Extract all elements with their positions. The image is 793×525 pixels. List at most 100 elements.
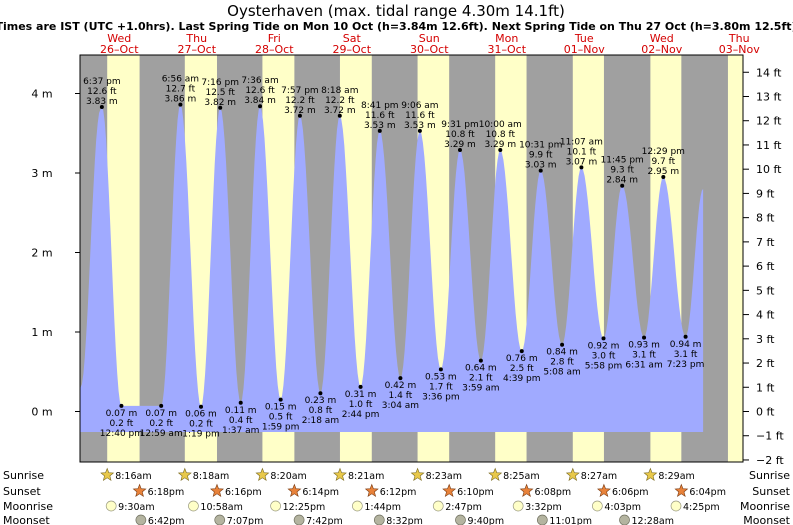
high-tide-m: 3.82 m (204, 98, 236, 108)
moonset-icon (214, 514, 226, 525)
moonrise-time: 4:25pm (683, 502, 720, 513)
tide-area (80, 104, 704, 432)
row-label-right: Sunset (752, 485, 790, 498)
low-tide-point (278, 397, 283, 402)
low-tide-point (119, 403, 124, 408)
day-dow-label: Wed (107, 32, 131, 45)
right-tick-label: −1 ft (756, 430, 784, 443)
sunrise-star-icon (255, 467, 270, 481)
low-tide-time: 4:39 pm (503, 374, 541, 384)
sunrise-star-icon (488, 467, 503, 481)
right-tick-label: 4 ft (756, 309, 775, 322)
row-label-left: Sunrise (3, 469, 44, 482)
day-date-label: 31–Oct (487, 43, 526, 56)
low-tide-m: 0.53 m (425, 372, 457, 382)
high-tide-point (579, 165, 584, 170)
sunrise-time: 8:21am (348, 471, 384, 482)
left-tick-label: 4 m (31, 88, 52, 101)
sunrise-star-icon (100, 467, 115, 481)
row-label-right: Sunrise (749, 469, 790, 482)
moonset-time: 7:42pm (306, 516, 343, 525)
low-tide-m: 0.93 m (628, 341, 660, 351)
low-tide-m: 0.76 m (506, 354, 538, 364)
sunset-time: 6:04pm (689, 487, 726, 498)
moonrise-icon (188, 500, 199, 512)
low-tide-point (642, 335, 647, 340)
moonset-icon (619, 514, 630, 525)
sunset-star-icon (442, 483, 457, 497)
low-tide-ft: 0.8 ft (309, 406, 333, 416)
high-tide-ft: 11.6 ft (405, 111, 435, 121)
day-date-label: 30–Oct (410, 43, 449, 56)
sunset-time: 6:16pm (225, 487, 262, 498)
high-tide-ft: 12.6 ft (245, 86, 275, 96)
right-tick-label: 2 ft (756, 357, 775, 370)
sunset-time: 6:14pm (302, 487, 339, 498)
low-tide-ft: 0.2 ft (110, 419, 134, 429)
chart-title: Oysterhaven (max. tidal range 4.30m 14.1… (227, 2, 565, 20)
sunrise-time: 8:25am (503, 471, 539, 482)
moonrise-time: 12:25pm (283, 502, 326, 513)
day-dow-label: Tue (574, 32, 594, 45)
low-tide-point (438, 367, 443, 372)
high-tide-m: 3.03 m (525, 161, 557, 171)
low-tide-ft: 0.2 ft (149, 419, 173, 429)
moonset-time: 12:28am (632, 516, 674, 525)
sunrise-time: 8:18am (193, 471, 229, 482)
left-axis: 0 m 1 m 2 m 3 m 4 m (31, 88, 80, 419)
day-date-label: 29–Oct (332, 43, 371, 56)
sunrise-star-icon (333, 467, 347, 481)
moonrise-time: 1:44pm (364, 502, 401, 513)
low-tide-time: 1:19 pm (182, 430, 220, 440)
day-date-label: 01–Nov (564, 43, 605, 56)
high-tide-point (498, 147, 503, 152)
low-tide-ft: 1.0 ft (349, 400, 373, 410)
high-tide-time: 8:41 pm (361, 101, 399, 111)
moonset-icon (135, 514, 147, 525)
low-tide-ft: 0.5 ft (269, 413, 293, 423)
sunrise-star-icon (643, 467, 658, 481)
high-tide-time: 11:45 pm (601, 156, 644, 166)
high-tide-m: 3.72 m (324, 106, 356, 116)
low-tide-time: 5:58 pm (585, 361, 623, 371)
low-tide-ft: 0.2 ft (189, 420, 213, 430)
high-tide-point (377, 128, 382, 133)
row-label-right: Moonset (743, 514, 790, 525)
low-tide-time: 5:08 am (543, 368, 580, 378)
day-labels: Wed26–OctThu27–OctFri28–OctSat29–OctSun3… (100, 32, 760, 56)
low-tide-m: 0.07 m (145, 409, 177, 419)
high-tide-m: 3.07 m (566, 157, 598, 167)
sunrise-star-icon (410, 467, 425, 481)
high-tide-time: 9:31 pm (441, 120, 479, 130)
day-date-label: 03–Nov (719, 43, 760, 56)
sunset-time: 6:10pm (457, 487, 494, 498)
low-tide-time: 12:59 am (140, 429, 183, 439)
sunrise-star-icon (565, 467, 580, 481)
sunrise-time: 8:29am (658, 471, 694, 482)
day-dow-label: Sat (343, 32, 362, 45)
high-tide-ft: 10.1 ft (567, 147, 597, 157)
low-tide-m: 0.92 m (588, 341, 620, 351)
moonset-time: 11:01pm (549, 516, 592, 525)
high-tide-time: 10:31 pm (519, 141, 562, 151)
day-date-label: 28–Oct (255, 43, 294, 56)
low-tide-m: 0.42 m (385, 381, 417, 391)
sunrise-time: 8:23am (426, 471, 462, 482)
high-tide-ft: 12.6 ft (87, 87, 117, 97)
low-tide-m: 0.07 m (106, 409, 138, 419)
right-tick-label: 13 ft (756, 90, 782, 103)
sunset-star-icon (287, 483, 302, 497)
high-tide-time: 7:57 pm (281, 86, 319, 96)
low-tide-point (519, 349, 524, 354)
high-tide-point (538, 168, 543, 173)
sunrise-time: 8:27am (581, 471, 617, 482)
right-tick-label: 9 ft (756, 187, 775, 200)
chart-subtitle: Times are IST (UTC +1.0hrs). Last Spring… (0, 20, 793, 33)
low-tide-m: 0.23 m (305, 396, 337, 406)
low-tide-ft: 3.1 ft (632, 351, 656, 361)
high-tide-ft: 12.2 ft (285, 96, 315, 106)
moonset-time: 8:32pm (386, 516, 423, 525)
sunset-star-icon (210, 483, 224, 497)
low-tide-ft: 1.4 ft (389, 391, 413, 401)
